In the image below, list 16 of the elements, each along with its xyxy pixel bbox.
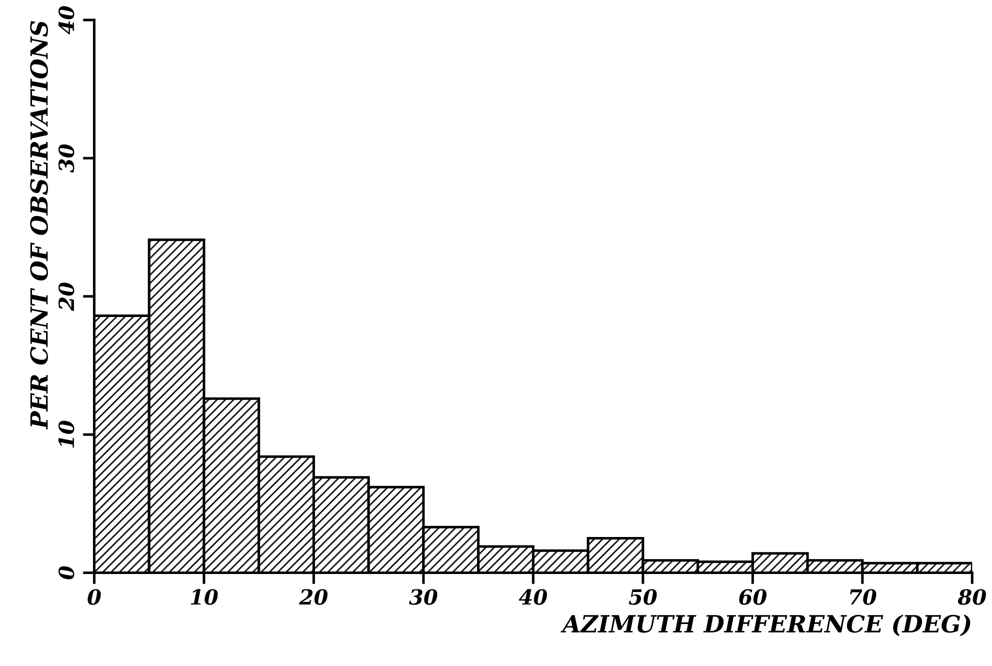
x-tick-label: 10 xyxy=(190,589,218,605)
x-tick-label: 80 xyxy=(958,589,986,605)
y-tick-label: 20 xyxy=(58,282,74,311)
y-tick-label: 30 xyxy=(58,144,74,173)
x-tick-label: 70 xyxy=(850,589,876,605)
x-tick-label: 20 xyxy=(299,589,328,605)
x-tick-label: 0 xyxy=(88,589,101,605)
x-tick-label: 50 xyxy=(628,589,657,605)
x-tick-label: 40 xyxy=(518,589,547,605)
y-tick-label: 10 xyxy=(58,420,74,448)
y-axis-title: PER CENT OF OBSERVATIONS xyxy=(30,20,48,430)
y-tick-label: 40 xyxy=(58,6,74,34)
x-tick-label: 30 xyxy=(409,589,438,605)
x-axis-title: AZIMUTH DIFFERENCE (DEG) xyxy=(560,614,970,636)
y-tick-label: 0 xyxy=(58,566,74,580)
x-tick-label: 60 xyxy=(739,589,766,605)
